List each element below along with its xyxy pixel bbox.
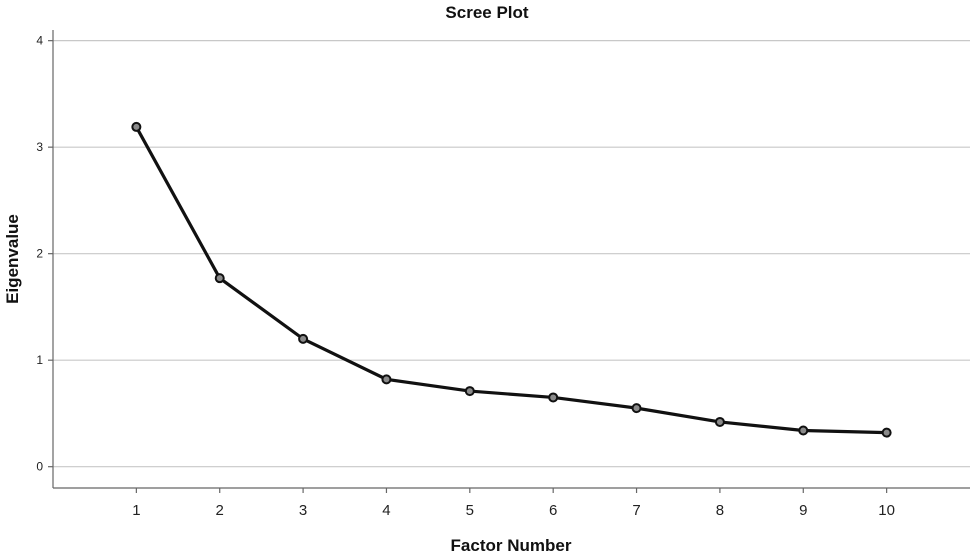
axis-ticks: 0 1 2 3 4 1 2 3 4 5 6 7 8 9 10 [36,30,970,519]
y-tick-label: 0 [36,460,43,474]
data-point [214,273,225,284]
data-point [381,374,392,385]
data-point [881,427,892,438]
data-point [464,386,475,397]
x-axis-label: Factor Number [451,536,572,555]
data-point [131,121,142,132]
y-tick-label: 3 [36,140,43,154]
data-point [298,333,309,344]
x-tick-label: 10 [878,502,895,519]
y-tick-label: 1 [36,353,43,367]
y-tick-label: 2 [36,247,43,261]
x-tick-label: 9 [799,502,807,519]
x-tick-label: 6 [549,502,557,519]
data-point [798,425,809,436]
y-axis-label: Eigenvalue [3,214,22,304]
x-tick-label: 3 [299,502,307,519]
x-tick-label: 1 [132,502,140,519]
series-line [134,125,889,435]
chart-title: Scree Plot [445,3,528,22]
data-point [548,392,559,403]
x-tick-label: 4 [382,502,390,519]
x-tick-label: 8 [716,502,724,519]
series-layer [131,121,892,438]
data-point [714,416,725,427]
x-tick-label: 7 [632,502,640,519]
x-tick-label: 5 [466,502,474,519]
y-tick-label: 4 [36,34,43,48]
data-point [631,403,642,414]
x-tick-label: 2 [216,502,224,519]
gridlines [53,40,970,468]
